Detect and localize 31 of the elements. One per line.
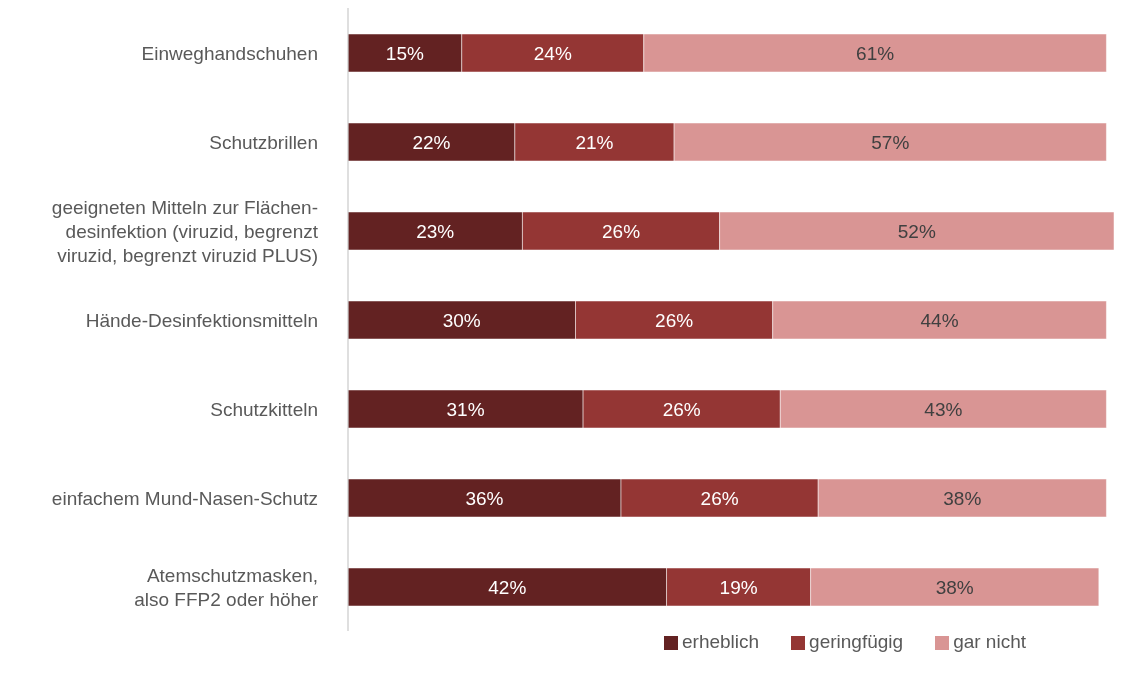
y-tick-label: Schutzkitteln [210, 398, 318, 419]
data-label: 21% [575, 131, 614, 153]
data-label: 26% [655, 309, 694, 331]
data-label: 31% [446, 398, 485, 420]
y-tick-label: Einweghandschuhen [141, 42, 318, 63]
legend-label: erheblich [681, 631, 760, 652]
legend-label: gar nicht [953, 631, 1026, 652]
data-label: 30% [442, 309, 481, 331]
data-label: 36% [465, 487, 504, 509]
data-label: 38% [935, 576, 974, 598]
data-label: 26% [602, 220, 641, 242]
y-tick-label: geeigneten Mitteln zur Flächen- desinfektion (viruzid, begrenzt viruzid, begrenzt viruzid PLUS) [51, 196, 319, 265]
data-label: 19% [719, 576, 758, 598]
data-label: 57% [871, 131, 910, 153]
data-label: 42% [488, 576, 527, 598]
legend-label: geringfügig [809, 631, 904, 652]
data-label: 22% [412, 131, 451, 153]
data-label: 61% [856, 42, 895, 64]
data-label: 44% [920, 309, 959, 331]
data-label: 23% [416, 220, 455, 242]
data-label: 43% [924, 398, 963, 420]
data-label: 24% [533, 42, 572, 64]
data-label: 26% [662, 398, 701, 420]
y-tick-label: Hände-Desinfektionsmitteln [85, 309, 318, 330]
y-tick-label: Atemschutzmasken, also FFP2 oder höher [134, 564, 319, 609]
data-label: 26% [700, 487, 739, 509]
data-label: 38% [943, 487, 982, 509]
y-tick-label: einfachem Mund-Nasen-Schutz [51, 487, 318, 508]
data-label: 52% [897, 220, 936, 242]
y-tick-label: Schutzbrillen [209, 131, 318, 152]
data-label: 15% [385, 42, 424, 64]
